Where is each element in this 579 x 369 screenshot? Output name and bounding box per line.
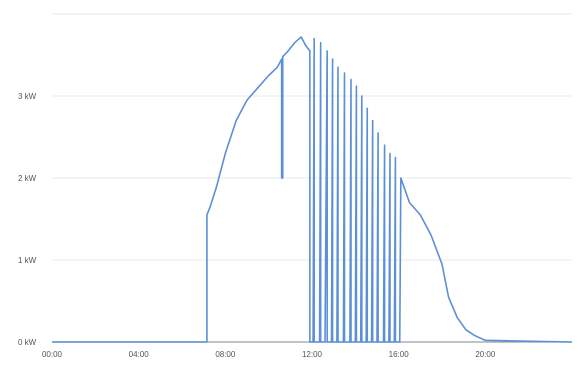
x-tick-label: 20:00	[475, 350, 496, 359]
y-tick-label: 2 kW	[18, 174, 37, 183]
x-tick-label: 00:00	[42, 350, 63, 359]
y-tick-label: 1 kW	[18, 256, 37, 265]
x-tick-label: 04:00	[129, 350, 150, 359]
x-tick-label: 12:00	[302, 350, 323, 359]
y-tick-label: 0 kW	[18, 338, 37, 347]
tick-labels: 0 kW 1 kW 2 kW 3 kW 00:00 04:00 08:00 12:00 16:0…	[18, 92, 496, 359]
x-tick-label: 08:00	[215, 350, 236, 359]
y-tick-label: 3 kW	[18, 92, 37, 101]
x-tick-label: 16:00	[389, 350, 410, 359]
grid-lines	[52, 13, 572, 261]
series-line	[52, 36, 573, 343]
series-layer	[52, 36, 573, 343]
